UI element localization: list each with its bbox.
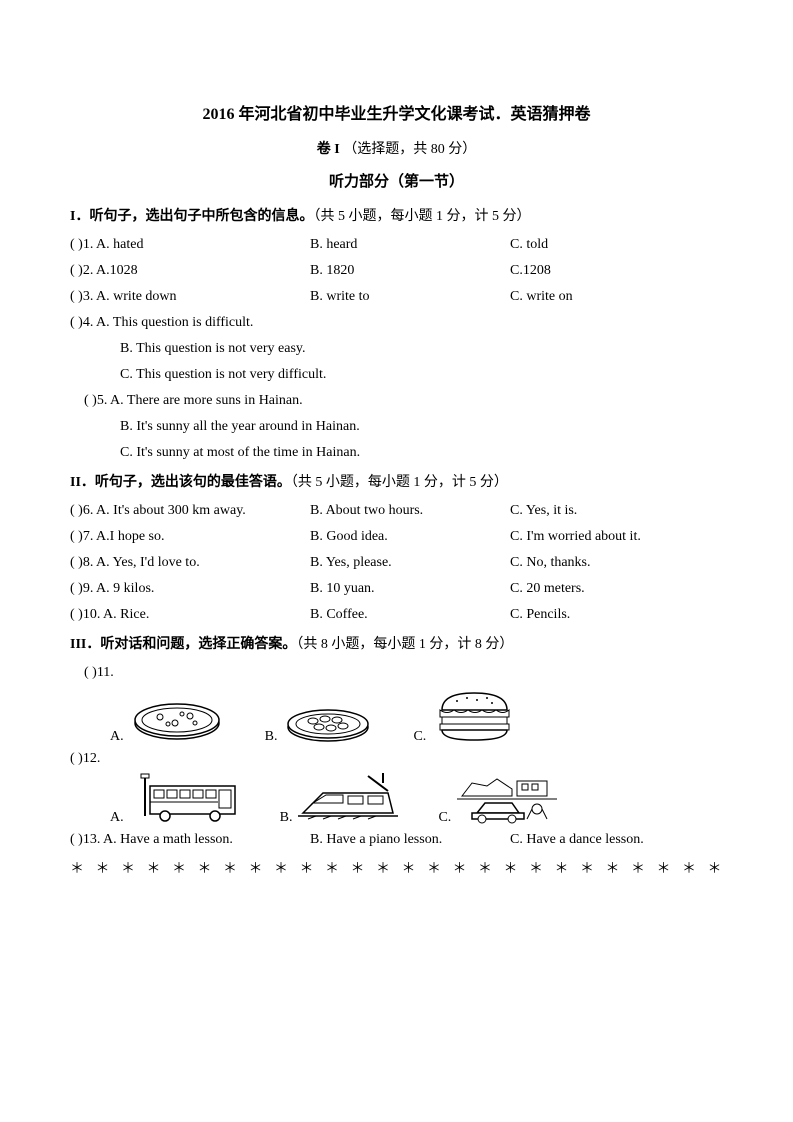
q2-a: ( )2. A.1028 (70, 263, 310, 279)
q1-row: ( )1. A. hated B. heard C. told (70, 237, 723, 253)
q4-b: B. This question is not very easy. (70, 341, 723, 357)
pizza-icon (130, 695, 225, 745)
q1-a: ( )1. A. hated (70, 237, 310, 253)
exam-page: 2016 年河北省初中毕业生升学文化课考试．英语猜押卷 卷 I （选择题，共 8… (0, 0, 793, 928)
q2-b: B. 1820 (310, 263, 510, 279)
q13-b: B. Have a piano lesson. (310, 832, 510, 848)
dumplings-plate-icon (283, 695, 373, 745)
q12-c-cell: C. (438, 771, 557, 826)
star-divider: ＊ ＊ ＊ ＊ ＊ ＊ ＊ ＊ ＊ ＊ ＊ ＊ ＊ ＊ ＊ ＊ ＊ ＊ ＊ ＊ … (70, 858, 723, 878)
q6-a: ( )6. A. It's about 300 km away. (70, 503, 310, 519)
q12-a-cell: A. (110, 771, 240, 826)
q12-pics: A. B. (70, 771, 723, 826)
bus-icon (130, 771, 240, 826)
paper-label: 卷 I （选择题，共 80 分） (70, 138, 723, 158)
q10-c: C. Pencils. (510, 607, 723, 623)
page-title: 2016 年河北省初中毕业生升学文化课考试．英语猜押卷 (70, 100, 723, 124)
q2-c: C.1208 (510, 263, 723, 279)
q9-row: ( )9. A. 9 kilos. B. 10 yuan. C. 20 mete… (70, 581, 723, 597)
q6-c: C. Yes, it is. (510, 503, 723, 519)
car-scene-icon (457, 771, 557, 826)
q9-a: ( )9. A. 9 kilos. (70, 581, 310, 597)
q13-a: ( )13. A. Have a math lesson. (70, 832, 310, 848)
q7-a: ( )7. A.I hope so. (70, 529, 310, 545)
q3-a: ( )3. A. write down (70, 289, 310, 305)
q8-c: C. No, thanks. (510, 555, 723, 571)
q11-a-label: A. (110, 729, 124, 745)
section3-label: III．听对话和问题，选择正确答案。（共 8 小题，每小题 1 分，计 8 分） (70, 633, 723, 653)
q7-c: C. I'm worried about it. (510, 529, 723, 545)
section3-label-bold: III．听对话和问题，选择正确答案。 (70, 637, 296, 652)
section1-label-rest: （共 5 小题，每小题 1 分，计 5 分） (313, 209, 530, 224)
q12-c-label: C. (438, 810, 451, 826)
q7-b: B. Good idea. (310, 529, 510, 545)
q5-a: ( )5. A. There are more suns in Hainan. (70, 393, 723, 409)
q12-b-cell: B. (280, 771, 399, 826)
section1-label: I．听句子，选出句子中所包含的信息。（共 5 小题，每小题 1 分，计 5 分） (70, 205, 723, 225)
q11-b-label: B. (265, 729, 278, 745)
q5-b: B. It's sunny all the year around in Hai… (70, 419, 723, 435)
q8-a: ( )8. A. Yes, I'd love to. (70, 555, 310, 571)
q4-a: ( )4. A. This question is difficult. (70, 315, 723, 331)
section1-label-bold: I．听句子，选出句子中所包含的信息。 (70, 209, 313, 224)
paper-info: （选择题，共 80 分） (343, 142, 476, 157)
q12-num: ( )12. (70, 751, 723, 767)
q10-b: B. Coffee. (310, 607, 510, 623)
q11-b-cell: B. (265, 695, 374, 745)
q10-a: ( )10. A. Rice. (70, 607, 310, 623)
paper-num: 卷 I (317, 142, 340, 157)
q12-b-label: B. (280, 810, 293, 826)
q10-row: ( )10. A. Rice. B. Coffee. C. Pencils. (70, 607, 723, 623)
section2-label-rest: （共 5 小题，每小题 1 分，计 5 分） (291, 475, 508, 490)
q13-row: ( )13. A. Have a math lesson. B. Have a … (70, 832, 723, 848)
q13-c: C. Have a dance lesson. (510, 832, 723, 848)
q6-row: ( )6. A. It's about 300 km away. B. Abou… (70, 503, 723, 519)
section2-label: II．听句子，选出该句的最佳答语。（共 5 小题，每小题 1 分，计 5 分） (70, 471, 723, 491)
q11-num: ( )11. (70, 665, 723, 681)
q8-row: ( )8. A. Yes, I'd love to. B. Yes, pleas… (70, 555, 723, 571)
q6-b: B. About two hours. (310, 503, 510, 519)
q9-b: B. 10 yuan. (310, 581, 510, 597)
q1-b: B. heard (310, 237, 510, 253)
q1-c: C. told (510, 237, 723, 253)
q2-row: ( )2. A.1028 B. 1820 C.1208 (70, 263, 723, 279)
train-icon (298, 771, 398, 826)
hamburger-icon (432, 685, 517, 745)
q4-c: C. This question is not very difficult. (70, 367, 723, 383)
q11-c-cell: C. (413, 685, 517, 745)
q11-c-label: C. (413, 729, 426, 745)
listening-heading: 听力部分（第一节） (70, 170, 723, 191)
q12-a-label: A. (110, 810, 124, 826)
q9-c: C. 20 meters. (510, 581, 723, 597)
q5-c: C. It's sunny at most of the time in Hai… (70, 445, 723, 461)
q3-b: B. write to (310, 289, 510, 305)
section2-label-bold: II．听句子，选出该句的最佳答语。 (70, 475, 291, 490)
q3-row: ( )3. A. write down B. write to C. write… (70, 289, 723, 305)
q11-a-cell: A. (110, 695, 225, 745)
q11-pics: A. B. (70, 685, 723, 745)
q8-b: B. Yes, please. (310, 555, 510, 571)
q7-row: ( )7. A.I hope so. B. Good idea. C. I'm … (70, 529, 723, 545)
q3-c: C. write on (510, 289, 723, 305)
section3-label-rest: （共 8 小题，每小题 1 分，计 8 分） (296, 637, 513, 652)
